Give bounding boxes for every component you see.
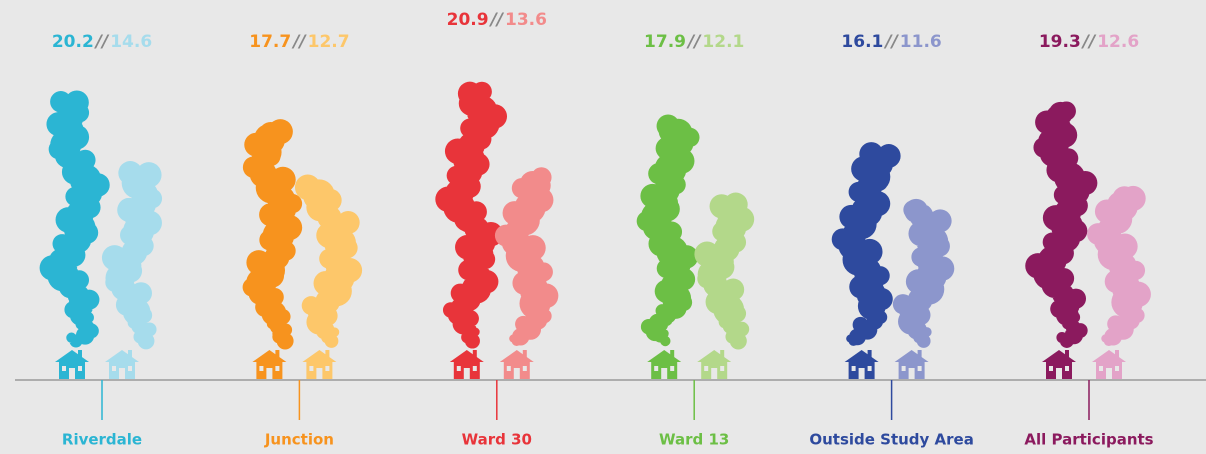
- house-window: [654, 366, 658, 371]
- house-chimney: [275, 350, 279, 358]
- house-door: [711, 368, 717, 379]
- value-label-secondary: 14.6: [110, 32, 152, 52]
- house-window: [457, 366, 461, 371]
- house-door: [909, 368, 915, 379]
- value-label-secondary: 11.6: [900, 32, 942, 52]
- house-window: [1065, 366, 1069, 371]
- house-chimney: [720, 350, 724, 358]
- house-door: [69, 368, 75, 379]
- house-door: [1106, 368, 1112, 379]
- house-door: [1056, 368, 1062, 379]
- house-chimney: [523, 350, 527, 358]
- value-label: 20.9//13.6: [447, 10, 547, 30]
- house-window: [78, 366, 82, 371]
- value-label-primary: 20.9: [447, 10, 489, 30]
- house-chimney: [918, 350, 922, 358]
- house-chimney: [1115, 350, 1119, 358]
- house-chimney: [78, 350, 82, 358]
- house-window: [523, 366, 527, 371]
- value-label-primary: 19.3: [1039, 32, 1081, 52]
- value-label-primary: 20.2: [52, 32, 94, 52]
- value-label: 20.2//14.6: [52, 32, 152, 52]
- house-window: [704, 366, 708, 371]
- category-label: All Participants: [1024, 431, 1153, 449]
- value-label: 19.3//12.6: [1039, 32, 1139, 52]
- house-window: [507, 366, 511, 371]
- house-window: [275, 366, 279, 371]
- category-label: Junction: [264, 431, 334, 449]
- house-window: [1099, 366, 1103, 371]
- house-window: [128, 366, 132, 371]
- value-label-secondary: 12.6: [1097, 32, 1139, 52]
- house-chimney: [868, 350, 872, 358]
- house-window: [62, 366, 66, 371]
- house-door: [266, 368, 272, 379]
- house-window: [852, 366, 856, 371]
- house-chimney: [128, 350, 132, 358]
- house-chimney: [325, 350, 329, 358]
- value-separator: //: [883, 32, 899, 52]
- category-label: Ward 13: [659, 431, 729, 449]
- value-label-secondary: 13.6: [505, 10, 547, 30]
- house-window: [259, 366, 263, 371]
- house-chimney: [670, 350, 674, 358]
- background: [0, 0, 1206, 454]
- house-window: [902, 366, 906, 371]
- house-window: [309, 366, 313, 371]
- house-door: [316, 368, 322, 379]
- house-door: [859, 368, 865, 379]
- house-door: [661, 368, 667, 379]
- value-separator: //: [94, 32, 110, 52]
- value-label: 16.1//11.6: [841, 32, 941, 52]
- value-separator: //: [489, 10, 505, 30]
- house-window: [1115, 366, 1119, 371]
- value-label-primary: 16.1: [841, 32, 883, 52]
- value-separator: //: [291, 32, 307, 52]
- house-chimney: [473, 350, 477, 358]
- chart: Riverdale20.2//14.6Junction17.7//12.7War…: [0, 0, 1206, 454]
- house-window: [112, 366, 116, 371]
- house-window: [868, 366, 872, 371]
- house-window: [325, 366, 329, 371]
- house-window: [918, 366, 922, 371]
- value-label-primary: 17.7: [249, 32, 291, 52]
- value-label: 17.7//12.7: [249, 32, 349, 52]
- value-label-secondary: 12.1: [702, 32, 744, 52]
- value-label: 17.9//12.1: [644, 32, 744, 52]
- house-window: [473, 366, 477, 371]
- value-label-primary: 17.9: [644, 32, 686, 52]
- category-label: Ward 30: [462, 431, 532, 449]
- house-door: [119, 368, 125, 379]
- category-label: Outside Study Area: [809, 431, 974, 449]
- house-door: [514, 368, 520, 379]
- value-separator: //: [686, 32, 702, 52]
- value-label-secondary: 12.7: [308, 32, 350, 52]
- house-window: [1049, 366, 1053, 371]
- house-chimney: [1065, 350, 1069, 358]
- category-label: Riverdale: [62, 431, 142, 449]
- house-window: [720, 366, 724, 371]
- value-separator: //: [1081, 32, 1097, 52]
- house-door: [464, 368, 470, 379]
- house-window: [670, 366, 674, 371]
